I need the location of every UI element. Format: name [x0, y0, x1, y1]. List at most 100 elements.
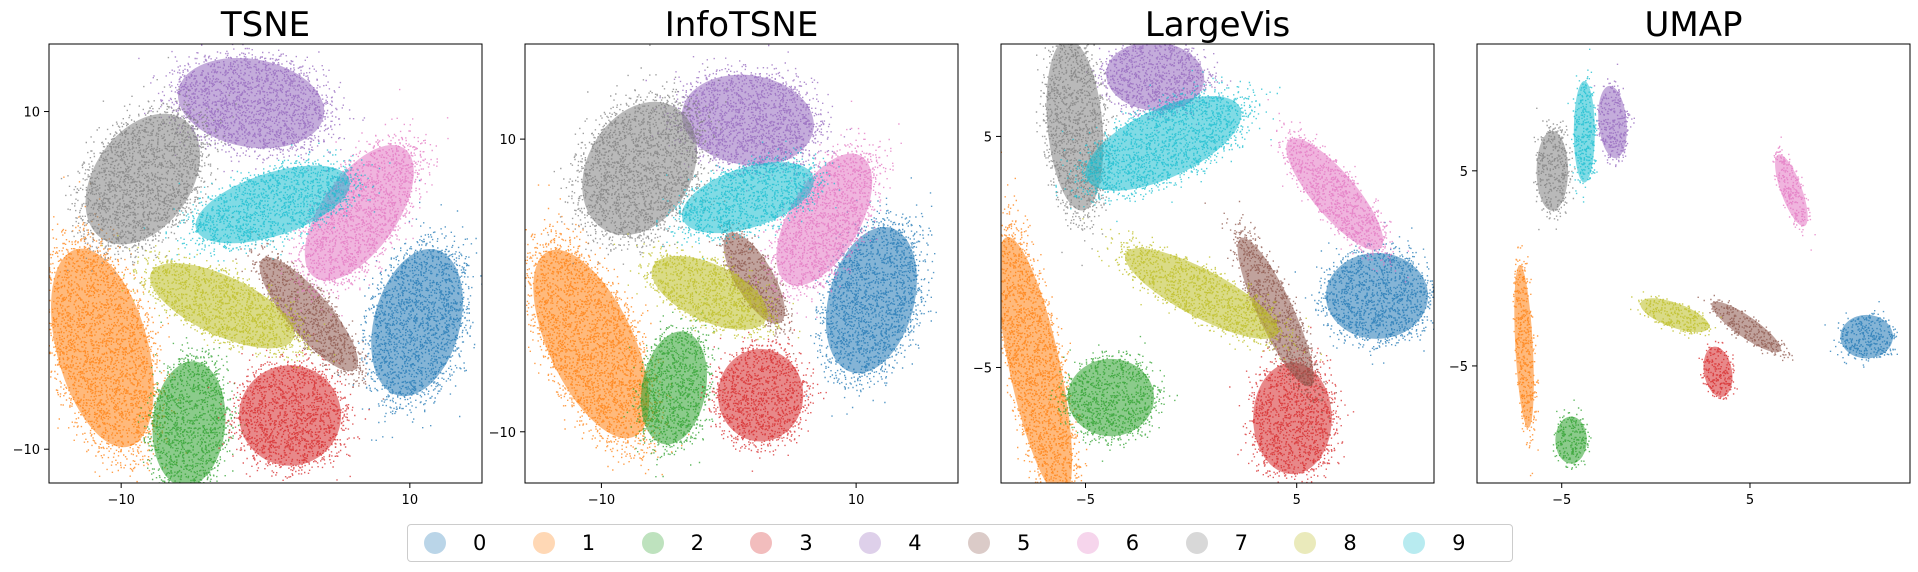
cluster-points-3: [1698, 340, 1738, 400]
legend-swatch-2: [641, 532, 664, 554]
cluster-2: [1049, 335, 1178, 462]
cluster-points-1: [49, 176, 187, 483]
cluster-5: [1697, 294, 1794, 362]
cluster-9: [656, 140, 841, 260]
cluster-points-8: [613, 233, 801, 341]
cluster-core-3: [1703, 346, 1733, 397]
cluster-core-0: [1840, 314, 1893, 359]
cluster-core-4: [1106, 44, 1205, 111]
cluster-1: [525, 184, 690, 476]
legend-label-8: 8: [1343, 531, 1357, 555]
cluster-points-2: [623, 291, 726, 478]
cluster-points-9: [1567, 48, 1598, 203]
cluster-points-1: [525, 184, 690, 476]
axes-frame-1: [524, 43, 959, 484]
legend-swatch-6: [1076, 532, 1099, 554]
x-tick-label-0-1: 10: [402, 493, 419, 508]
panel-title-0: TSNE: [220, 5, 310, 45]
x-tick-label-2-0: −5: [1076, 493, 1095, 508]
cluster-core-6: [776, 153, 873, 286]
cluster-4: [645, 44, 851, 192]
cluster-points-9: [656, 140, 841, 260]
cluster-core-1: [51, 248, 154, 448]
cluster-2: [137, 321, 246, 483]
panel-2: LargeVis −5 5 5 −5: [973, 5, 1435, 508]
cluster-core-2: [640, 331, 708, 445]
legend-label-3: 3: [799, 531, 813, 555]
y-tick-label-0-0: 10: [23, 106, 40, 121]
legend-label-5: 5: [1016, 531, 1031, 555]
plot-area-0: [49, 44, 482, 483]
legend: 0 1 2 3 4 5 6 7 8 9: [407, 524, 1513, 562]
cluster-core-9: [681, 162, 814, 234]
x-tick-label-1-0: −10: [588, 493, 615, 508]
plot-area-1: [525, 44, 937, 478]
panel-3: UMAP −5 5 5 −5: [1449, 5, 1911, 508]
legend-swatch-8: [1294, 532, 1317, 554]
x-tick-label-2-1: 5: [1293, 493, 1301, 508]
cluster-7: [60, 56, 237, 284]
x-tick-label-3-0: −5: [1552, 493, 1571, 508]
legend-swatch-0: [424, 532, 446, 554]
cluster-core-1: [533, 249, 650, 439]
legend-swatch-9: [1403, 532, 1426, 554]
legend-item-9: 9: [1403, 531, 1512, 555]
cluster-8: [101, 235, 336, 369]
cluster-3: [207, 329, 370, 481]
cluster-1: [1512, 245, 1540, 477]
cluster-3: [1229, 326, 1355, 483]
legend-item-6: 6: [1076, 531, 1186, 555]
cluster-1: [49, 176, 187, 483]
legend-item-8: 8: [1294, 531, 1403, 555]
legend-label-1: 1: [581, 531, 596, 555]
cluster-2: [1552, 399, 1592, 470]
cluster-core-2: [152, 361, 226, 483]
y-tick-label-3-1: −5: [1449, 360, 1468, 375]
panel-title-1: InfoTSNE: [665, 5, 819, 45]
cluster-3: [1698, 340, 1738, 400]
cluster-5: [231, 216, 385, 400]
cluster-4: [1085, 44, 1232, 132]
y-tick-label-0-1: −10: [13, 443, 40, 458]
axes-frame-3: [1476, 43, 1911, 484]
cluster-points-4: [645, 44, 851, 192]
legend-swatch-7: [1185, 532, 1208, 554]
legend-label-4: 4: [908, 531, 922, 555]
cluster-points-6: [266, 88, 449, 317]
cluster-7: [1533, 107, 1576, 231]
cluster-points-9: [1055, 69, 1281, 223]
cluster-points-0: [1824, 301, 1898, 368]
legend-label-7: 7: [1234, 531, 1248, 555]
x-tick-label-0-0: −10: [107, 493, 134, 508]
cluster-points-8: [1630, 291, 1722, 339]
y-tick-label-1-1: −10: [489, 426, 516, 441]
x-tick-label-3-1: 5: [1746, 493, 1754, 508]
axes-frame-2: [1000, 43, 1435, 484]
legend-item-3: 3: [750, 531, 859, 555]
cluster-5: [708, 200, 795, 355]
axes-frame-0: [48, 43, 483, 484]
cluster-6: [1772, 136, 1816, 251]
cluster-4: [1592, 63, 1635, 168]
cluster-6: [743, 100, 902, 322]
y-tick-label-1-0: 10: [499, 133, 516, 148]
cluster-0: [806, 174, 937, 417]
cluster-9: [1567, 48, 1598, 203]
panel-1: InfoTSNE −10 10 10 −10: [489, 5, 959, 508]
panel-title-2: LargeVis: [1145, 5, 1290, 45]
cluster-core-8: [1640, 298, 1710, 333]
cluster-4: [138, 44, 366, 173]
cluster-2: [623, 291, 726, 478]
cluster-points-4: [138, 44, 366, 173]
y-tick-label-2-1: −5: [973, 361, 992, 376]
cluster-points-7: [1035, 44, 1118, 267]
panel-title-3: UMAP: [1645, 5, 1743, 45]
cluster-0: [1294, 221, 1434, 365]
y-tick-label-3-0: 5: [1460, 165, 1468, 180]
legend-label-6: 6: [1125, 531, 1140, 555]
cluster-points-1: [1001, 151, 1088, 483]
legend-swatch-4: [859, 532, 882, 554]
cluster-points-3: [207, 329, 370, 481]
legend-item-4: 4: [859, 531, 968, 555]
legend-item-0: 0: [424, 531, 533, 555]
